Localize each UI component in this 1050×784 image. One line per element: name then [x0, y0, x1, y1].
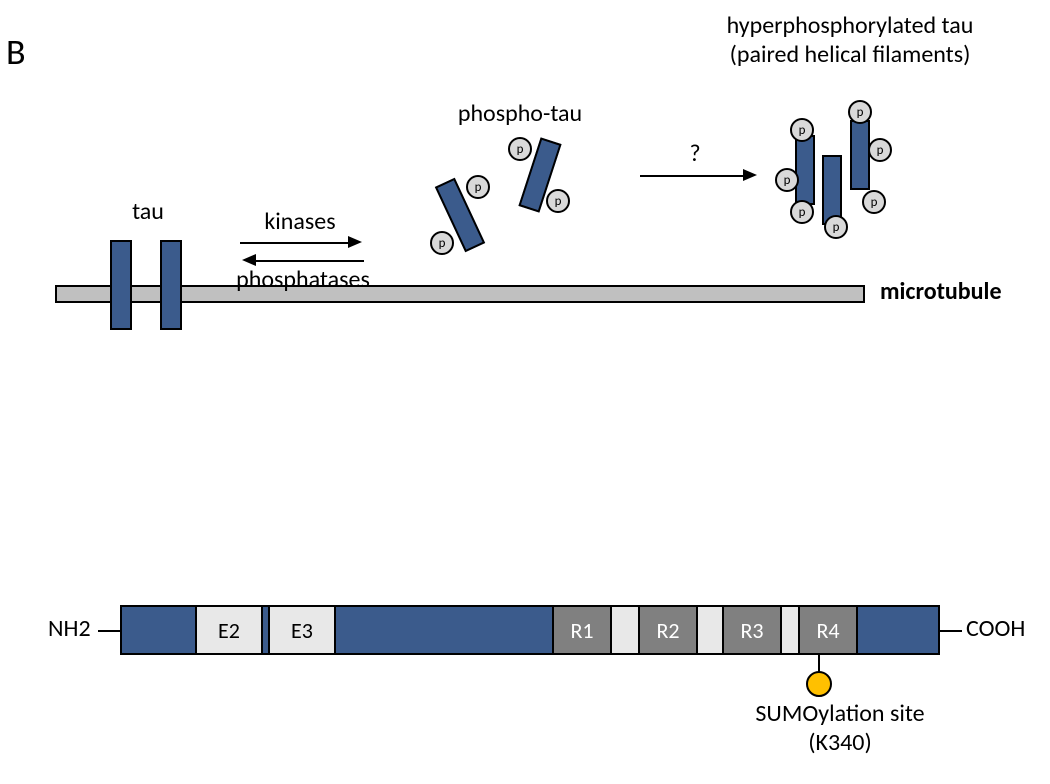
phosphate-icon: p [824, 215, 848, 239]
phosphate-icon: p [508, 137, 532, 161]
sumo-label: SUMOylation site (K340) [730, 700, 950, 758]
domain-gap [782, 605, 798, 655]
phosphate-icon: p [862, 190, 886, 214]
phosphate-icon: p [775, 168, 799, 192]
tau-bound [160, 240, 182, 330]
panel-letter: B [6, 30, 26, 74]
tau-label: tau [108, 198, 188, 227]
phosphate-icon: p [546, 189, 570, 213]
phosphate-icon: p [868, 138, 892, 162]
domain-gap [698, 605, 722, 655]
aggregate-tau [850, 120, 870, 190]
tau-bound [110, 240, 132, 330]
domain-e2: E2 [195, 605, 263, 655]
phosphatases-label: phosphatases [218, 266, 388, 295]
question-mark: ? [680, 140, 710, 169]
kinases-label: kinases [240, 208, 360, 237]
cooh-label: COOH [966, 615, 1046, 644]
phosphate-icon: p [790, 118, 814, 142]
domain-r1: R1 [552, 605, 612, 655]
phosphate-icon: p [790, 200, 814, 224]
phosphate-icon: p [430, 231, 454, 255]
domain-gap [612, 605, 638, 655]
domain-r2: R2 [638, 605, 698, 655]
aggregate-tau [795, 135, 815, 205]
phosphate-icon: p [848, 100, 872, 124]
domain-r3: R3 [722, 605, 782, 655]
sumo-circle [806, 671, 832, 697]
cooh-line [938, 630, 962, 632]
nh2-line [98, 630, 122, 632]
domain-e3: E3 [268, 605, 336, 655]
microtubule-label: microtubule [880, 278, 1040, 307]
domain-r4: R4 [798, 605, 858, 655]
phosphate-icon: p [466, 175, 490, 199]
hyper-tau-label: hyperphosphorylated tau (paired helical … [680, 12, 1020, 70]
phospho-tau-label: phospho-tau [430, 100, 610, 129]
